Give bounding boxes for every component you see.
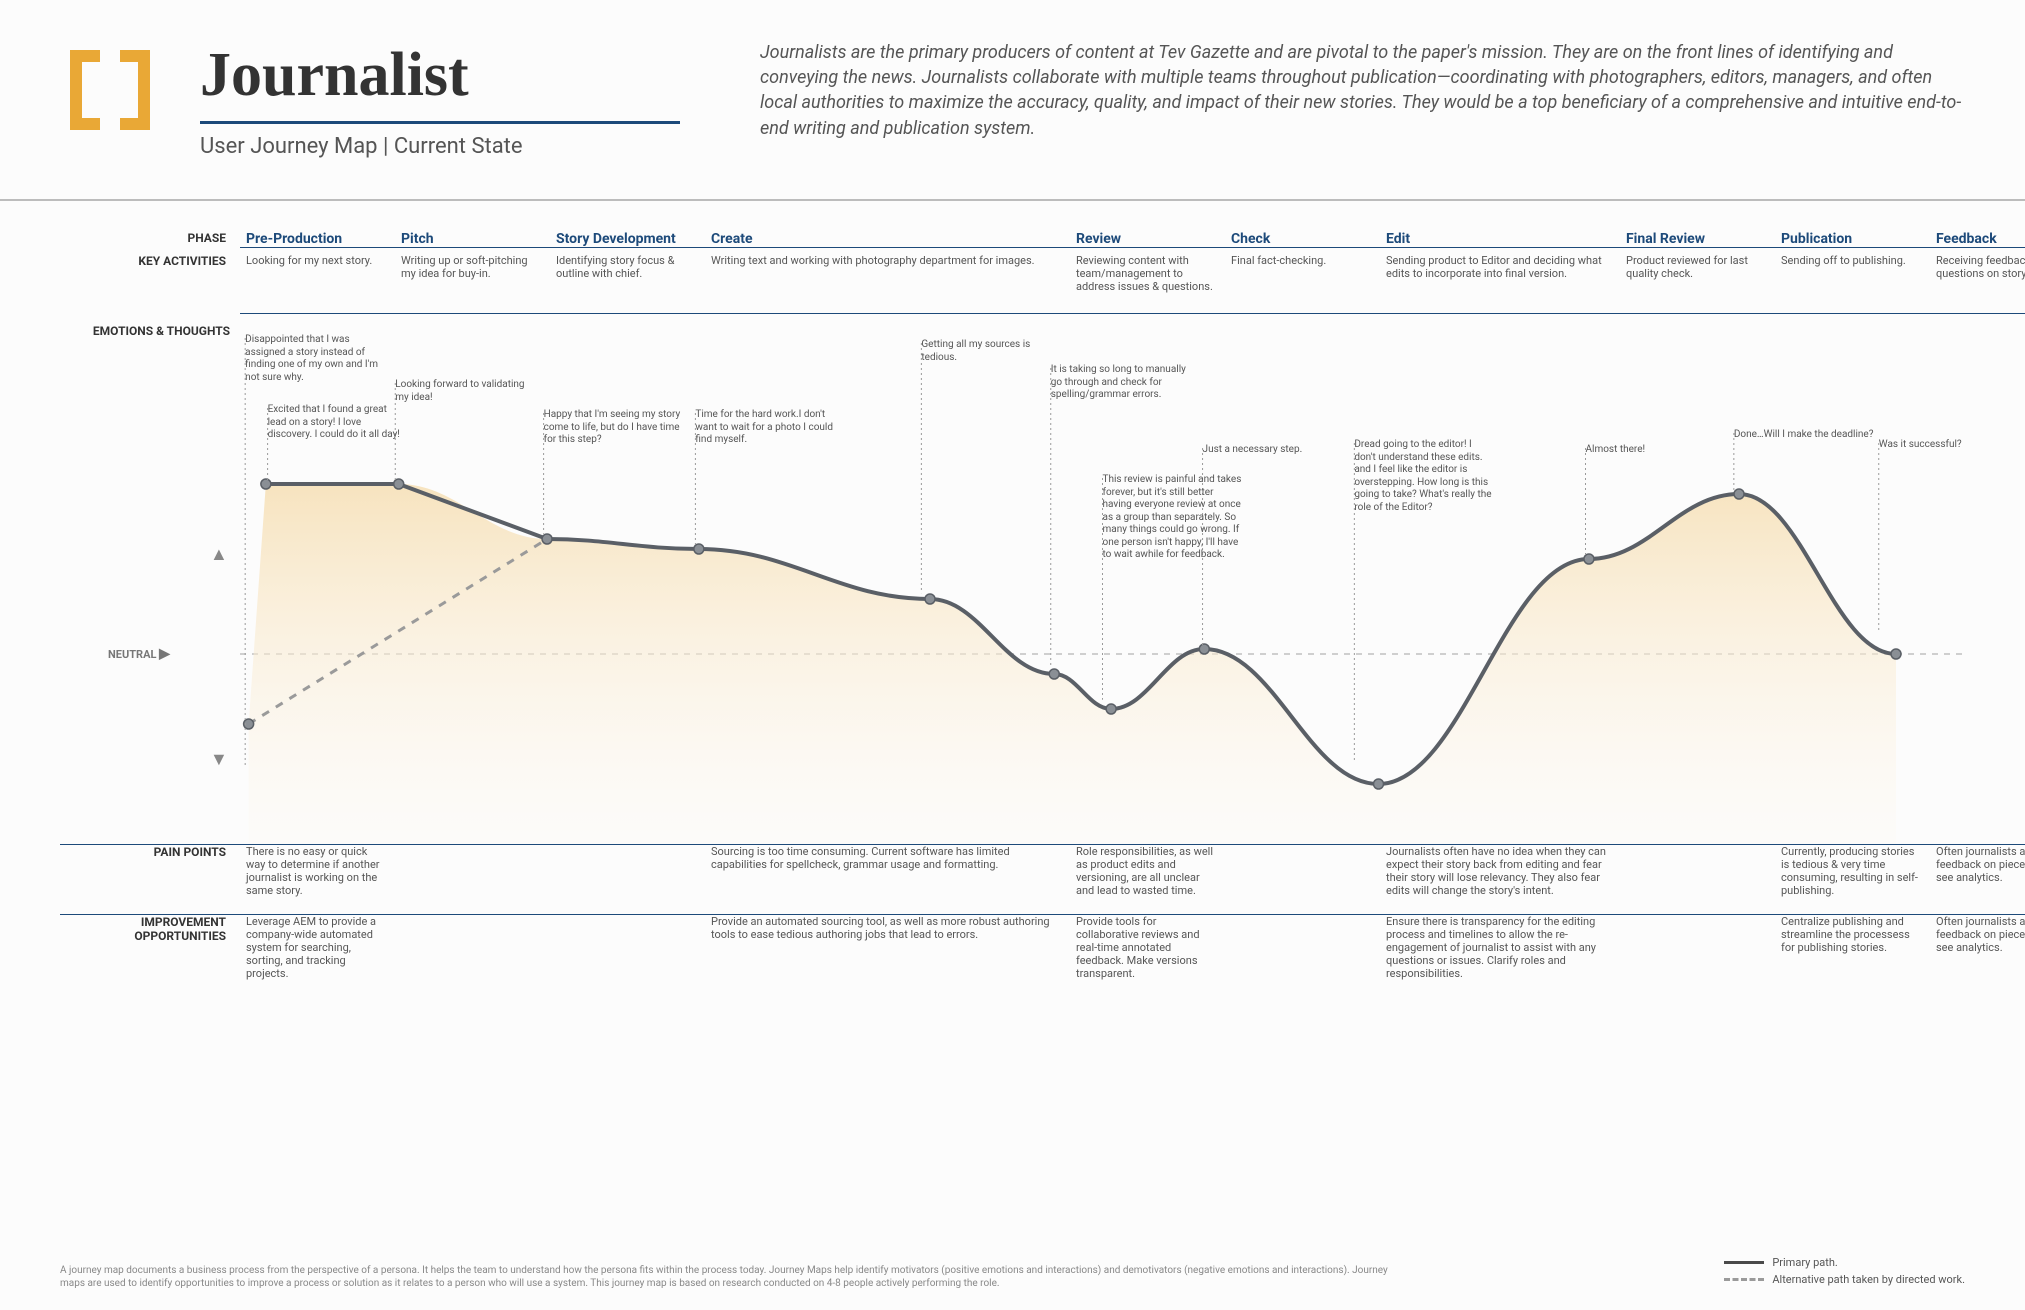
arrow-down-icon: ▼ bbox=[210, 749, 228, 770]
pain-cell: There is no easy or quick way to determi… bbox=[240, 844, 395, 914]
activity-cell: Sending off to publishing. bbox=[1775, 254, 1930, 314]
logo-icon bbox=[60, 40, 160, 140]
legend: Primary path. Alternative path taken by … bbox=[1724, 1256, 1965, 1290]
pain-cell bbox=[395, 844, 550, 914]
phase-cell: Check bbox=[1225, 231, 1380, 248]
thought-text: Looking forward to validating my idea! bbox=[395, 379, 535, 404]
activity-cell: Identifying story focus & outline with c… bbox=[550, 254, 705, 314]
pain-cell bbox=[550, 844, 705, 914]
thought-text: Time for the hard work.I don't want to w… bbox=[695, 409, 835, 447]
pain-cell bbox=[1225, 844, 1380, 914]
activity-cell: Product reviewed for last quality check. bbox=[1620, 254, 1775, 314]
thought-text: It is taking so long to manually go thro… bbox=[1051, 364, 1191, 402]
improve-cell bbox=[1620, 914, 1775, 984]
activity-cell: Receiving feedback and/or questions on s… bbox=[1930, 254, 2025, 314]
phase-cell: Pre-Production bbox=[240, 231, 395, 248]
emotions-block: EMOTIONS & THOUGHTS NEUTRAL ▶ ▲ ▼ Disapp… bbox=[60, 324, 1965, 844]
thought-text: Almost there! bbox=[1586, 444, 1646, 457]
header: Journalist User Journey Map | Current St… bbox=[0, 0, 2025, 179]
thought-text: This review is painful and takes forever… bbox=[1103, 474, 1243, 562]
neutral-label: NEUTRAL ▶ bbox=[108, 646, 170, 662]
activity-cell: Reviewing content with team/management t… bbox=[1070, 254, 1225, 314]
improve-cell bbox=[550, 914, 705, 984]
pain-row: PAIN POINTS There is no easy or quick wa… bbox=[60, 844, 1965, 914]
activity-cell: Final fact-checking. bbox=[1225, 254, 1380, 314]
improve-row-label: IMPROVEMENT OPPORTUNITIES bbox=[60, 914, 240, 984]
pain-cell bbox=[1620, 844, 1775, 914]
thought-text: Happy that I'm seeing my story come to l… bbox=[544, 409, 684, 447]
improve-cell: Leverage AEM to provide a company-wide a… bbox=[240, 914, 395, 984]
improve-cell bbox=[1225, 914, 1380, 984]
thought-text: Was it successful? bbox=[1879, 439, 1962, 452]
improve-row: IMPROVEMENT OPPORTUNITIES Leverage AEM t… bbox=[60, 914, 1965, 984]
pain-cell: Currently, producing stories is tedious … bbox=[1775, 844, 1930, 914]
thought-text: Dread going to the editor! I don't under… bbox=[1354, 439, 1494, 514]
activities-row-label: KEY ACTIVITIES bbox=[60, 254, 240, 314]
thought-text: Done…Will I make the deadline? bbox=[1734, 429, 1874, 442]
improve-cell: Ensure there is transparency for the edi… bbox=[1380, 914, 1620, 984]
page-title: Journalist bbox=[200, 40, 680, 111]
phase-row: PHASE Pre-ProductionPitchStory Developme… bbox=[60, 231, 1965, 254]
phase-cell: Pitch bbox=[395, 231, 550, 248]
legend-dash-icon bbox=[1724, 1278, 1764, 1281]
footer-note: A journey map documents a business proce… bbox=[60, 1264, 1410, 1290]
thought-text: Disappointed that I was assigned a story… bbox=[245, 334, 385, 384]
legend-alt: Alternative path taken by directed work. bbox=[1724, 1273, 1965, 1286]
footer: A journey map documents a business proce… bbox=[60, 1256, 1965, 1290]
activity-cell: Looking for my next story. bbox=[240, 254, 395, 314]
improve-cell: Provide an automated sourcing tool, as w… bbox=[705, 914, 1070, 984]
intro-text: Journalists are the primary producers of… bbox=[720, 40, 1965, 159]
thought-text: Excited that I found a great lead on a s… bbox=[268, 404, 408, 442]
improve-cell: Provide tools for collaborative reviews … bbox=[1070, 914, 1225, 984]
activity-cell: Writing text and working with photograph… bbox=[705, 254, 1070, 314]
legend-line-icon bbox=[1724, 1261, 1764, 1264]
phase-cell: Review bbox=[1070, 231, 1225, 248]
phase-row-label: PHASE bbox=[60, 231, 240, 254]
thought-text: Just a necessary step. bbox=[1203, 444, 1303, 457]
thought-text: Getting all my sources is tedious. bbox=[921, 339, 1061, 364]
phase-cell: Publication bbox=[1775, 231, 1930, 248]
journey-map: PHASE Pre-ProductionPitchStory Developme… bbox=[0, 231, 2025, 984]
page-subtitle: User Journey Map | Current State bbox=[200, 134, 680, 159]
emotions-row-label: EMOTIONS & THOUGHTS bbox=[60, 324, 230, 340]
pain-row-label: PAIN POINTS bbox=[60, 844, 240, 914]
phase-cell: Final Review bbox=[1620, 231, 1775, 248]
improve-cell: Centralize publishing and streamline the… bbox=[1775, 914, 1930, 984]
phase-cell: Story Development bbox=[550, 231, 705, 248]
phase-cell: Feedback bbox=[1930, 231, 2025, 248]
title-rule bbox=[200, 121, 680, 124]
title-block: Journalist User Journey Map | Current St… bbox=[200, 40, 680, 159]
pain-cell: Journalists often have no idea when they… bbox=[1380, 844, 1620, 914]
activities-row: KEY ACTIVITIES Looking for my next story… bbox=[60, 254, 1965, 314]
activity-cell: Sending product to Editor and deciding w… bbox=[1380, 254, 1620, 314]
section-divider bbox=[0, 199, 2025, 201]
legend-primary: Primary path. bbox=[1724, 1256, 1965, 1269]
improve-cell bbox=[395, 914, 550, 984]
pain-cell: Role responsibilities, as well as produc… bbox=[1070, 844, 1225, 914]
arrow-up-icon: ▲ bbox=[210, 544, 228, 565]
phase-cell: Edit bbox=[1380, 231, 1620, 248]
pain-cell: Sourcing is too time consuming. Current … bbox=[705, 844, 1070, 914]
improve-cell: Often journalists are given no feedback … bbox=[1930, 914, 2025, 984]
activity-cell: Writing up or soft-pitching my idea for … bbox=[395, 254, 550, 314]
pain-cell: Often journalists are given no feedback … bbox=[1930, 844, 2025, 914]
phase-cell: Create bbox=[705, 231, 1070, 248]
